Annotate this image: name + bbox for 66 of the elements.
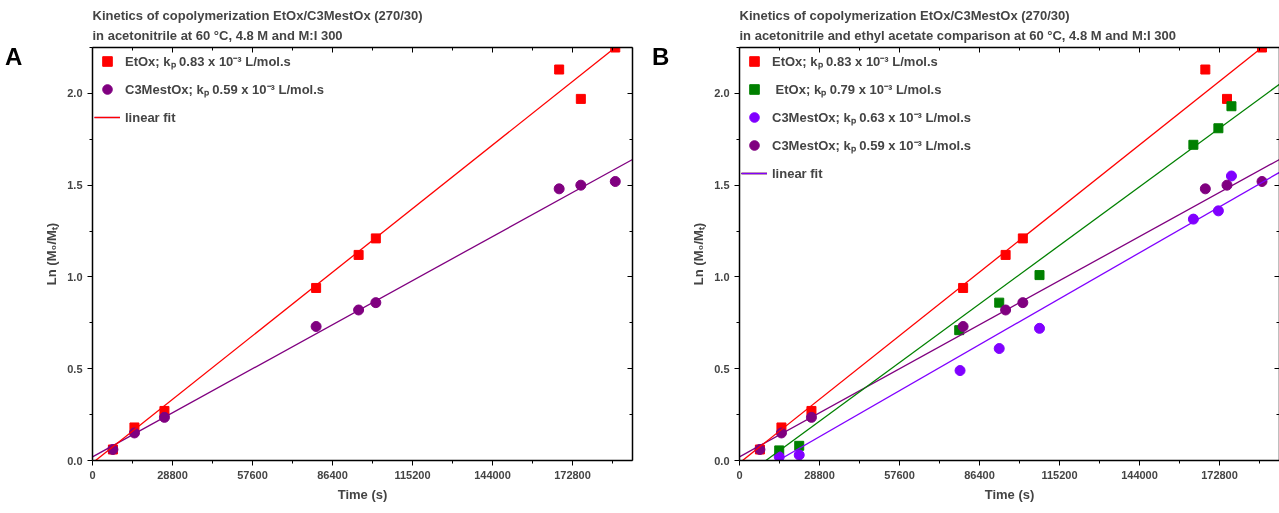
point bbox=[310, 321, 322, 332]
x-axis-title: Time (s) bbox=[984, 486, 1035, 502]
x-tick-label: 172800 bbox=[554, 468, 591, 481]
legend-label: EtOx; kₚ 0.79 x 10⁻³ L/mol.s bbox=[774, 81, 942, 100]
x-tick-label: 0 bbox=[89, 468, 96, 481]
point bbox=[1200, 64, 1211, 75]
point bbox=[805, 411, 817, 423]
y-tick-label: 1.0 bbox=[714, 270, 730, 283]
point bbox=[1225, 170, 1237, 182]
point bbox=[1187, 213, 1199, 225]
chart-title: Kinetics of copolymerization EtOx/C3MestOx (270/30) in acetonitrile at 60 °C, 4.8 M and M:I 300 bbox=[92, 8, 423, 43]
y-tick-label: 0.5 bbox=[67, 362, 83, 375]
x-tick-label: 115200 bbox=[1041, 468, 1078, 481]
x-tick-label: 28800 bbox=[804, 468, 835, 481]
point bbox=[1213, 123, 1224, 134]
x-tick-label: 57600 bbox=[237, 468, 268, 481]
x-tick-label: 144000 bbox=[1121, 468, 1158, 481]
x-tick-label: 115200 bbox=[394, 468, 431, 481]
point bbox=[575, 93, 586, 104]
y-tick-label: 2.0 bbox=[714, 87, 730, 100]
x-tick-label: 57600 bbox=[884, 468, 915, 481]
y-tick-label: 0.0 bbox=[714, 454, 730, 467]
point bbox=[609, 176, 621, 187]
point bbox=[1199, 183, 1211, 195]
point bbox=[353, 249, 364, 260]
point bbox=[1188, 139, 1199, 150]
legend-label: linear fit bbox=[125, 108, 176, 127]
y-axis-title: Ln (M₀/Mₜ) bbox=[691, 222, 707, 286]
x-tick-label: 144000 bbox=[474, 468, 511, 481]
legend-label: EtOx; kₚ 0.83 x 10⁻³ L/mol.s bbox=[772, 53, 938, 72]
text: A bbox=[5, 42, 23, 72]
point bbox=[957, 321, 969, 332]
y-axis-title: Ln (M₀/Mₜ) bbox=[44, 222, 60, 286]
point bbox=[553, 183, 565, 195]
text: B bbox=[652, 42, 670, 72]
y-tick-label: 0.5 bbox=[714, 362, 730, 375]
point bbox=[1212, 205, 1224, 217]
point bbox=[158, 411, 170, 423]
point bbox=[370, 233, 381, 244]
x-tick-label: 172800 bbox=[1201, 468, 1238, 481]
legend-label: C3MestOx; kₚ 0.63 x 10⁻³ L/mol.s bbox=[772, 109, 972, 128]
point bbox=[1034, 322, 1045, 334]
legend-label: C3MestOx; kₚ 0.59 x 10⁻³ L/mol.s bbox=[772, 137, 972, 156]
legend-label: C3MestOx; kₚ 0.59 x 10⁻³ L/mol.s bbox=[125, 81, 325, 100]
x-tick-label: 86400 bbox=[964, 468, 995, 481]
point bbox=[1000, 249, 1011, 260]
point bbox=[1017, 233, 1028, 244]
legend-label: EtOx; kₚ 0.83 x 10⁻³ L/mol.s bbox=[125, 53, 291, 72]
chart-title: Kinetics of copolymerization EtOx/C3MestOx (270/30) in acetonitrile and ethyl acetate comparison at 60 °C, 4.8 M and M:I 300 bbox=[739, 8, 1176, 43]
x-tick-label: 0 bbox=[736, 468, 743, 481]
y-tick-label: 1.0 bbox=[67, 270, 83, 283]
point bbox=[1226, 101, 1237, 112]
y-tick-label: 1.5 bbox=[67, 179, 83, 192]
point bbox=[994, 297, 1005, 308]
point bbox=[554, 64, 565, 75]
x-tick-label: 86400 bbox=[317, 468, 348, 481]
point bbox=[793, 449, 805, 461]
point bbox=[1034, 270, 1045, 281]
y-tick-label: 0.0 bbox=[67, 454, 83, 467]
point bbox=[993, 343, 1005, 355]
legend-label: linear fit bbox=[772, 164, 823, 183]
y-tick-label: 2.0 bbox=[67, 87, 83, 100]
x-axis-title: Time (s) bbox=[337, 486, 388, 502]
y-tick-label: 1.5 bbox=[714, 179, 730, 192]
point bbox=[954, 365, 966, 377]
x-tick-label: 28800 bbox=[157, 468, 188, 481]
